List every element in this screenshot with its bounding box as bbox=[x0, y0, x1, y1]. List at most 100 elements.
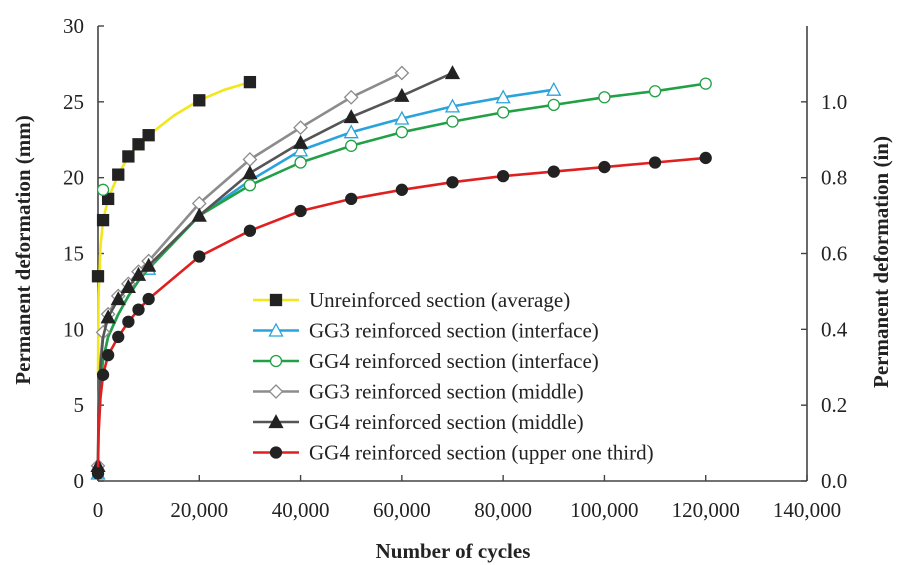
y2-tick-label: 0.0 bbox=[821, 469, 847, 493]
data-point bbox=[395, 126, 409, 139]
data-point bbox=[130, 266, 147, 281]
y-tick-label: 25 bbox=[63, 90, 84, 114]
data-point bbox=[343, 89, 359, 105]
data-point bbox=[243, 224, 257, 237]
legend-item: GG3 reinforced section (interface) bbox=[253, 319, 599, 343]
legend-label: Unreinforced section (average) bbox=[309, 288, 570, 312]
y-axis-title: Permanent deformation (mm) bbox=[11, 115, 35, 384]
data-point bbox=[100, 309, 116, 324]
data-point bbox=[122, 150, 135, 163]
data-point bbox=[293, 120, 308, 136]
data-point bbox=[343, 124, 359, 139]
y-tick-label: 20 bbox=[63, 166, 84, 190]
x-tick-label: 20,000 bbox=[170, 498, 228, 522]
y-tick-label: 30 bbox=[63, 14, 84, 38]
x-tick-label: 40,000 bbox=[272, 498, 330, 522]
data-point bbox=[343, 109, 359, 124]
y2-tick-label: 0.8 bbox=[821, 166, 847, 190]
data-point bbox=[110, 291, 126, 306]
data-point bbox=[444, 65, 461, 80]
x-tick-label: 60,000 bbox=[373, 498, 431, 522]
data-point bbox=[699, 151, 712, 165]
y2-axis-ticks: 0.0 0.2 0.4 0.6 0.8 1.0 bbox=[801, 90, 848, 493]
data-point bbox=[193, 94, 206, 107]
data-point bbox=[101, 348, 115, 362]
data-point bbox=[120, 279, 136, 294]
legend-swatch-marker bbox=[268, 414, 284, 429]
data-point bbox=[444, 98, 461, 113]
legend-label: GG3 reinforced section (interface) bbox=[309, 319, 599, 343]
x-tick-label: 80,000 bbox=[474, 498, 532, 522]
data-point bbox=[292, 134, 309, 149]
data-point bbox=[446, 176, 459, 189]
series-6 bbox=[91, 151, 712, 480]
data-point bbox=[101, 192, 115, 206]
data-point bbox=[292, 142, 309, 157]
legend-label: GG4 reinforced section (upper one third) bbox=[309, 441, 654, 465]
data-point bbox=[345, 192, 358, 206]
data-point bbox=[394, 65, 410, 81]
data-point bbox=[648, 156, 662, 169]
data-point bbox=[243, 75, 257, 89]
x-tick-label: 140,000 bbox=[773, 498, 841, 522]
data-point bbox=[648, 85, 662, 98]
legend-item: GG4 reinforced section (interface) bbox=[253, 349, 599, 373]
data-point bbox=[598, 91, 611, 104]
data-point bbox=[142, 292, 155, 306]
data-point bbox=[191, 207, 207, 222]
legend-swatch-marker bbox=[269, 446, 283, 459]
data-point bbox=[547, 98, 560, 112]
data-point bbox=[132, 303, 145, 316]
data-point bbox=[496, 106, 510, 119]
data-point bbox=[112, 330, 125, 344]
data-point bbox=[699, 77, 712, 90]
data-point bbox=[394, 110, 410, 125]
data-point bbox=[294, 156, 307, 169]
y2-tick-label: 0.4 bbox=[821, 317, 848, 341]
legend-label: GG4 reinforced section (middle) bbox=[309, 410, 584, 434]
x-tick-label: 0 bbox=[93, 498, 104, 522]
data-point bbox=[91, 467, 105, 480]
y2-tick-label: 0.6 bbox=[821, 242, 847, 266]
data-point bbox=[142, 129, 155, 142]
legend-item: GG4 reinforced section (middle) bbox=[253, 410, 584, 434]
legend-item: Unreinforced section (average) bbox=[253, 288, 570, 312]
data-point bbox=[547, 165, 560, 178]
legend-label: GG3 reinforced section (middle) bbox=[309, 380, 584, 404]
data-point bbox=[243, 179, 257, 192]
series-1 bbox=[91, 75, 257, 375]
data-point bbox=[345, 139, 358, 152]
data-point bbox=[395, 183, 409, 196]
y2-tick-label: 0.2 bbox=[821, 393, 847, 417]
data-point bbox=[122, 315, 135, 328]
data-point bbox=[91, 270, 105, 283]
x-axis-ticks: 0 20,000 40,000 60,000 80,000 100,000 120,000 1… bbox=[93, 475, 841, 522]
data-point bbox=[394, 87, 410, 102]
data-point bbox=[496, 169, 510, 183]
data-point bbox=[495, 89, 511, 104]
y-tick-label: 15 bbox=[63, 242, 84, 266]
legend-swatch-marker bbox=[269, 293, 283, 307]
data-point bbox=[546, 81, 562, 96]
y2-axis-title: Permanent deformation (in) bbox=[869, 136, 893, 388]
legend-label: GG4 reinforced section (interface) bbox=[309, 349, 599, 373]
x-axis-title: Number of cycles bbox=[376, 539, 531, 563]
data-point bbox=[446, 115, 459, 128]
data-point bbox=[96, 183, 110, 196]
y-tick-label: 0 bbox=[74, 469, 85, 493]
data-point bbox=[294, 204, 307, 218]
legend-swatch-marker bbox=[269, 354, 283, 368]
y2-tick-label: 1.0 bbox=[821, 90, 847, 114]
data-point bbox=[96, 213, 110, 227]
series-layer bbox=[90, 65, 712, 480]
y-tick-label: 5 bbox=[74, 393, 85, 417]
data-point bbox=[141, 257, 157, 272]
y-tick-label: 10 bbox=[63, 317, 84, 341]
legend-swatch-marker bbox=[268, 384, 284, 399]
data-point bbox=[598, 160, 611, 174]
data-point bbox=[193, 250, 206, 263]
legend-item: GG4 reinforced section (upper one third) bbox=[253, 441, 654, 465]
x-tick-label: 100,000 bbox=[570, 498, 638, 522]
data-point bbox=[112, 168, 125, 181]
